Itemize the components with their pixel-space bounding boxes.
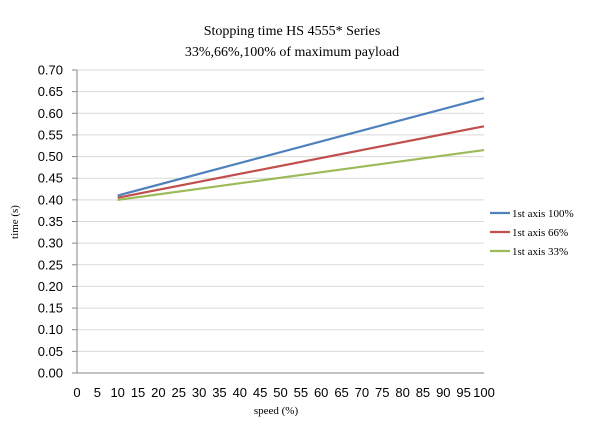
x-tick-label: 50 [273,385,287,400]
y-tick-label: 0.25 [38,257,63,272]
legend-label: 1st axis 100% [512,208,574,220]
y-tick-label: 0.00 [38,366,63,381]
y-tick-label: 0.15 [38,301,63,316]
y-tick-label: 0.40 [38,192,63,207]
gridlines [77,69,484,374]
axes [72,69,484,374]
x-tick-label: 0 [73,385,80,400]
series-line-1 [117,97,485,197]
y-tick-label: 0.10 [38,322,63,337]
y-tick-label: 0.50 [38,149,63,164]
y-tick-label: 0.60 [38,106,63,121]
x-tick-label: 75 [375,385,389,400]
y-tick-label: 0.55 [38,127,63,142]
y-tick-label: 0.20 [38,279,63,294]
y-tick-label: 0.35 [38,214,63,229]
chart-title: Stopping time HS 4555* Series [204,24,381,39]
x-tick-label: 10 [110,385,124,400]
x-tick-label: 35 [212,385,226,400]
x-tick-label: 55 [294,385,308,400]
legend-label: 1st axis 66% [512,227,568,239]
x-tick-label: 80 [395,385,409,400]
y-tick-label: 0.65 [38,84,63,99]
series-lines [117,97,485,201]
legend-label: 1st axis 33% [512,246,568,258]
x-tick-label: 20 [151,385,165,400]
x-axis-title: speed (%) [254,405,299,417]
x-axis-ticks: 0 5 10 15 20 25 30 35 40 45 50 55 60 65 70 75 80 85 90 95 10… [73,385,494,400]
x-tick-label: 65 [334,385,348,400]
x-tick-label: 15 [131,385,145,400]
y-axis-title: time (s) [9,205,21,239]
x-tick-label: 90 [436,385,450,400]
y-tick-label: 0.45 [38,171,63,186]
x-tick-label: 5 [94,385,101,400]
x-tick-label: 25 [172,385,186,400]
x-tick-label: 45 [253,385,267,400]
x-tick-label: 40 [233,385,247,400]
legend: 1st axis 100% 1st axis 66% 1st axis 33% [490,208,574,258]
x-tick-label: 100 [473,385,495,400]
y-tick-label: 0.30 [38,236,63,251]
x-tick-label: 30 [192,385,206,400]
series-line-2 [117,125,485,199]
x-tick-label: 95 [456,385,470,400]
y-axis-ticks: 0.00 0.05 0.10 0.15 0.20 0.25 0.30 0.35 0.40 0.45… [38,63,63,381]
x-tick-label: 60 [314,385,328,400]
y-tick-label: 0.70 [38,63,63,78]
x-tick-label: 70 [355,385,369,400]
y-tick-label: 0.05 [38,344,63,359]
chart-subtitle: 33%,66%,100% of maximum payload [185,45,399,60]
series-line-3 [117,148,485,201]
x-tick-label: 85 [416,385,430,400]
